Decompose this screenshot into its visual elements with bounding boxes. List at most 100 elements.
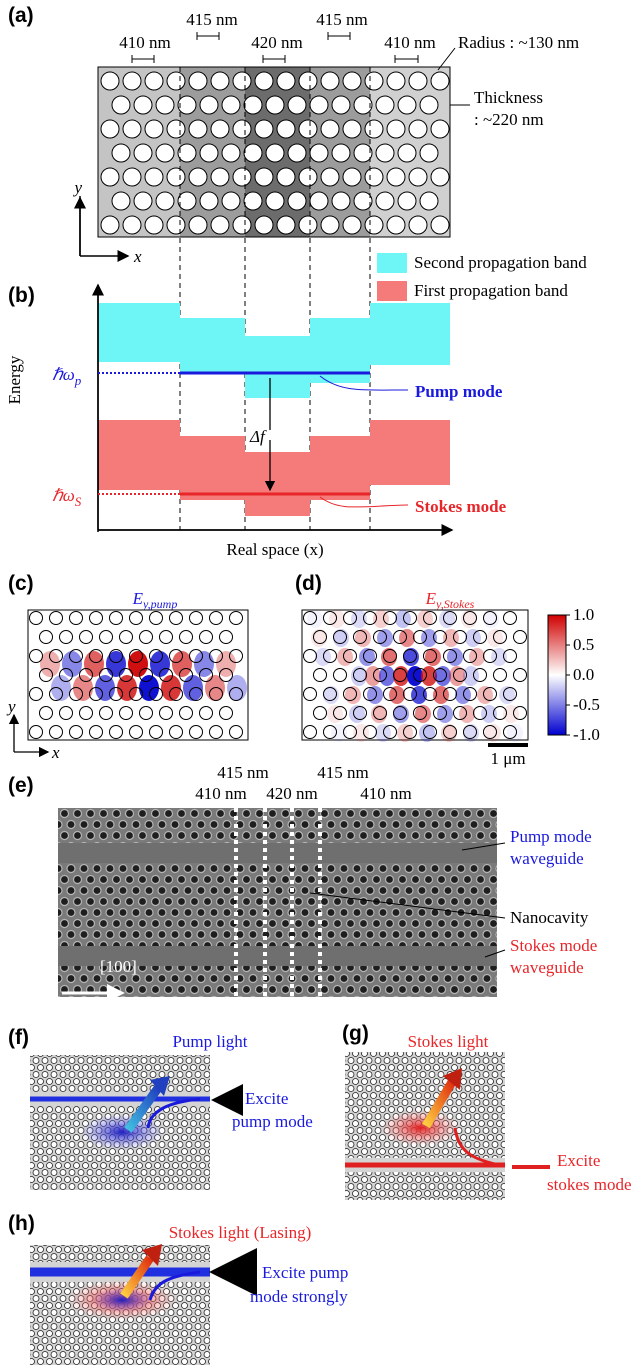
hole — [323, 611, 337, 625]
field-lobe — [459, 705, 475, 723]
hole — [298, 215, 318, 235]
hole — [149, 687, 163, 701]
light-label: Stokes light (Lasing) — [169, 1223, 312, 1242]
hole — [159, 630, 173, 644]
hole — [331, 191, 351, 211]
hole — [189, 649, 203, 663]
hole — [453, 668, 467, 682]
hole — [364, 215, 384, 235]
axis-label: x — [51, 743, 60, 762]
hole — [29, 725, 43, 739]
hole — [287, 95, 307, 115]
hole — [155, 95, 175, 115]
hole — [79, 668, 93, 682]
hole — [109, 725, 123, 739]
hole — [419, 95, 439, 115]
hole — [443, 611, 457, 625]
colorbar-label: -1.0 — [573, 725, 600, 744]
hole — [166, 215, 186, 235]
hole — [363, 687, 377, 701]
hole — [179, 706, 193, 720]
hole — [364, 119, 384, 139]
hole — [393, 668, 407, 682]
field-lobe — [419, 724, 435, 742]
hole — [39, 630, 53, 644]
hole — [144, 167, 164, 187]
hole — [243, 191, 263, 211]
annotation: waveguide — [510, 849, 584, 868]
field-lobe — [415, 705, 431, 723]
axis-label: y — [6, 697, 16, 716]
hole — [303, 687, 317, 701]
hole — [503, 611, 517, 625]
hole — [493, 630, 507, 644]
hole — [69, 649, 83, 663]
field-lobe — [345, 686, 361, 704]
hole — [323, 687, 337, 701]
hole — [89, 649, 103, 663]
dimension: 415 nm — [316, 10, 367, 29]
thickness-label: Thickness — [474, 88, 543, 107]
schematic — [30, 1244, 257, 1365]
hole — [59, 706, 73, 720]
symbol: ℏω — [52, 486, 75, 505]
hole — [39, 668, 53, 682]
field-lobe — [507, 724, 523, 742]
hole — [221, 95, 241, 115]
hole — [303, 725, 317, 739]
field-lobe — [128, 651, 148, 677]
hole — [397, 143, 417, 163]
panel-label: (f) — [8, 1026, 29, 1049]
light-label: Stokes light — [408, 1032, 489, 1051]
field-lobe — [439, 610, 455, 628]
hole — [111, 143, 131, 163]
hole — [79, 630, 93, 644]
hole — [383, 611, 397, 625]
hole — [209, 725, 223, 739]
hole — [177, 191, 197, 211]
hole — [144, 71, 164, 91]
hole — [463, 611, 477, 625]
pump-level-label: ℏωp — [52, 365, 82, 388]
hole — [430, 167, 450, 187]
hole — [119, 630, 133, 644]
hole — [342, 119, 362, 139]
hole — [166, 119, 186, 139]
hole — [375, 191, 395, 211]
hole — [229, 611, 243, 625]
hole — [303, 649, 317, 663]
hole — [169, 611, 183, 625]
hole — [99, 668, 113, 682]
hole — [129, 611, 143, 625]
hole — [276, 215, 296, 235]
hole — [133, 191, 153, 211]
hole — [111, 191, 131, 211]
hole — [393, 630, 407, 644]
hole — [386, 215, 406, 235]
hole — [342, 71, 362, 91]
hole — [69, 687, 83, 701]
hole — [209, 649, 223, 663]
hole — [139, 706, 153, 720]
colorbar-label: 1.0 — [573, 605, 594, 624]
hole — [287, 143, 307, 163]
hole — [100, 167, 120, 187]
hole — [503, 725, 517, 739]
hole — [133, 143, 153, 163]
hole — [343, 649, 357, 663]
panel-label: (h) — [8, 1212, 35, 1235]
axis-label: x — [133, 247, 142, 266]
excite-label: pump mode — [232, 1112, 313, 1131]
hole — [232, 119, 252, 139]
panel-label: (a) — [8, 4, 34, 27]
hole — [383, 649, 397, 663]
direction-label: [100] — [100, 957, 137, 976]
field-lobe — [40, 651, 60, 677]
hole — [513, 630, 527, 644]
hole — [209, 687, 223, 701]
hole — [386, 71, 406, 91]
holes — [29, 611, 527, 739]
hole — [463, 649, 477, 663]
hole — [109, 649, 123, 663]
